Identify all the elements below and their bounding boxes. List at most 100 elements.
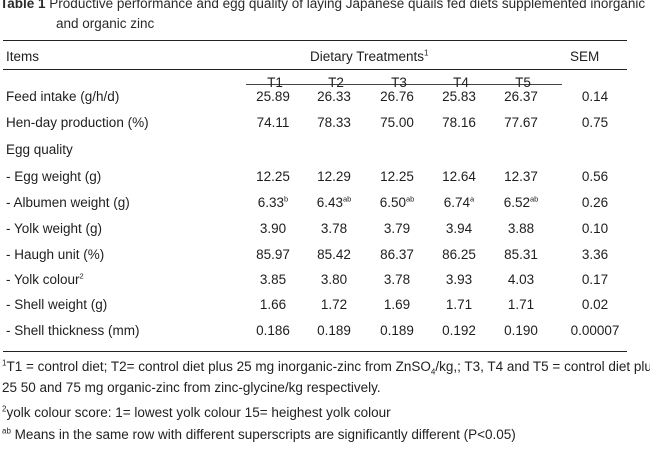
table-cell: 26.33 <box>305 88 363 106</box>
table-cell: 3.85 <box>244 271 302 289</box>
cell-value: 74.11 <box>256 115 290 130</box>
row-label-text: Feed intake (g/h/d) <box>6 89 120 104</box>
table-cell: 3.88 <box>492 220 550 238</box>
table-cell: 26.76 <box>368 88 426 106</box>
table-cell: 75.00 <box>368 114 426 132</box>
cell-value: 25.89 <box>256 89 290 104</box>
table-cell: 6.33b <box>244 194 302 212</box>
cell-value: 4.03 <box>507 272 535 287</box>
caption-line-1: Table 1 Productive performance and egg q… <box>0 0 645 14</box>
row-label-text: - Egg weight (g) <box>6 169 102 184</box>
column-header-t4: T4 <box>453 75 469 90</box>
row-label: - Egg weight (g) <box>6 168 101 186</box>
header-treatments-label: Dietary Treatments <box>310 49 425 64</box>
cell-value: 78.16 <box>442 115 476 130</box>
table-cell: 85.97 <box>244 246 302 264</box>
footnote-3-mark: ab <box>2 426 11 436</box>
cell-value: 26.37 <box>504 89 538 104</box>
table-cell: 1.71 <box>430 296 488 314</box>
table-cell: 3.79 <box>368 220 426 238</box>
significance-superscript: ab <box>529 194 539 204</box>
table-cell: 6.50ab <box>368 194 426 212</box>
row-label-footnote-mark: 2 <box>79 271 84 281</box>
sem-cell: 0.56 <box>581 169 609 184</box>
sem-cell: 0.10 <box>581 221 609 236</box>
table-cell: 12.64 <box>430 168 488 186</box>
sem-cell: 0.02 <box>581 297 609 312</box>
caption-title: Productive performance and egg quality o… <box>49 0 646 11</box>
row-label-text: - Shell thickness (mm) <box>6 323 140 338</box>
caption-label: Table 1 <box>0 0 46 11</box>
cell-value: 6.52 <box>503 195 530 210</box>
row-label-text: Egg quality <box>6 142 73 157</box>
footnote-2: 2yolk colour score: 1= lowest yolk colou… <box>2 402 391 423</box>
cell-value: 0.189 <box>380 323 414 338</box>
sem-cell: 0.14 <box>581 89 609 104</box>
sem-cell: 0.26 <box>581 195 609 210</box>
table-cell: 86.25 <box>430 246 488 264</box>
row-label: Egg quality <box>6 141 73 159</box>
significance-superscript: ab <box>405 194 415 204</box>
table-top-rule <box>3 40 627 41</box>
row-label: Hen-day production (%) <box>6 114 149 132</box>
row-label: - Yolk colour2 <box>6 271 84 289</box>
table-cell: 0.189 <box>368 322 426 340</box>
row-label-text: - Shell weight (g) <box>6 297 108 312</box>
cell-value: 3.79 <box>383 221 411 236</box>
table-cell: 0.186 <box>244 322 302 340</box>
cell-value: 6.74 <box>443 195 471 210</box>
column-header-t2: T2 <box>328 75 344 90</box>
sem-cell: 0.17 <box>581 272 609 287</box>
table-cell: 25.83 <box>430 88 488 106</box>
column-header-t1: T1 <box>267 75 283 90</box>
table-cell: 6.74a <box>430 194 488 212</box>
table-cell: 3.80 <box>305 271 363 289</box>
column-header-t3: T3 <box>391 75 407 90</box>
footnote-1-subscript: 4 <box>430 367 436 377</box>
treatments-underline <box>246 84 562 85</box>
table-cell: 1.71 <box>492 296 550 314</box>
caption-line-2: and organic zinc <box>56 16 155 31</box>
table-cell: 6.43ab <box>305 194 363 212</box>
significance-superscript: b <box>284 194 289 204</box>
row-label-text: Hen-day production (%) <box>6 115 149 130</box>
cell-value: 1.66 <box>259 297 287 312</box>
table-cell: 12.25 <box>244 168 302 186</box>
footnote-1-text-a: T1 = control diet; T2= control diet plus… <box>6 359 431 374</box>
cell-value: 86.37 <box>380 247 414 262</box>
cell-value: 12.25 <box>380 169 414 184</box>
cell-value: 78.33 <box>317 115 351 130</box>
cell-value: 3.80 <box>320 272 348 287</box>
cell-value: 3.88 <box>507 221 535 236</box>
table-cell: 6.52ab <box>492 194 550 212</box>
cell-value: 75.00 <box>380 115 414 130</box>
cell-value: 26.33 <box>317 89 351 104</box>
cell-value: 1.71 <box>507 297 535 312</box>
cell-value: 12.37 <box>504 169 538 184</box>
cell-value: 0.189 <box>317 323 351 338</box>
header-treatments-footnote-mark: 1 <box>424 48 429 58</box>
table-cell: 77.67 <box>492 114 550 132</box>
row-label: - Albumen weight (g) <box>6 194 130 212</box>
table-cell: 78.16 <box>430 114 488 132</box>
footnote-1-text-b: /kg,; T3, T4 and T5 = control diet plus <box>435 359 650 374</box>
table-cell: 4.03 <box>492 271 550 289</box>
cell-value: 1.71 <box>445 297 473 312</box>
footnote-3-text: Means in the same row with different sup… <box>10 427 516 442</box>
table-cell: 0.189 <box>305 322 363 340</box>
cell-value: 3.85 <box>259 272 287 287</box>
table-cell: 26.37 <box>492 88 550 106</box>
cell-value: 12.29 <box>317 169 351 184</box>
row-label-text: - Yolk colour <box>6 272 80 287</box>
table-cell: 3.94 <box>430 220 488 238</box>
cell-value: 25.83 <box>442 89 476 104</box>
header-sem: SEM <box>570 49 600 64</box>
cell-value: 85.97 <box>256 247 290 262</box>
row-label-text: - Albumen weight (g) <box>6 195 130 210</box>
cell-value: 85.31 <box>504 247 538 262</box>
cell-value: 3.93 <box>445 272 473 287</box>
table-cell: 1.72 <box>305 296 363 314</box>
cell-value: 1.69 <box>383 297 411 312</box>
cell-value: 6.43 <box>316 195 343 210</box>
table-cell: 86.37 <box>368 246 426 264</box>
